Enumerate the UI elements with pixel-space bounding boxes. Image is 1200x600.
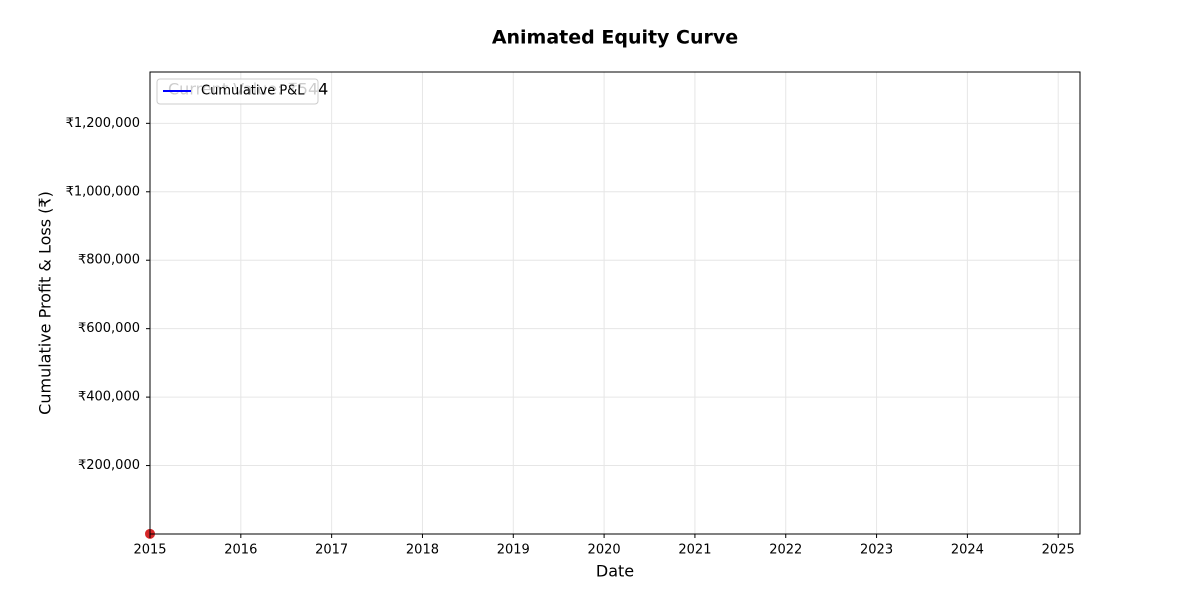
x-tick-label: 2019 [497, 543, 530, 558]
x-tick-label: 2022 [769, 543, 802, 558]
y-tick-label: ₹1,200,000 [66, 116, 140, 131]
x-tick-label: 2023 [860, 543, 893, 558]
x-tick-label: 2021 [678, 543, 711, 558]
plot: Current Value: ₹544 [145, 80, 328, 539]
x-tick-label: 2015 [133, 543, 166, 558]
x-axis-label: Date [596, 562, 634, 581]
x-tick-label: 2020 [588, 543, 621, 558]
legend: Cumulative P&L [156, 78, 319, 105]
x-tick-label: 2018 [406, 543, 439, 558]
grid [149, 72, 1080, 534]
y-tick-label: ₹200,000 [78, 458, 140, 473]
x-tick-label: 2016 [224, 543, 257, 558]
chart-title: Animated Equity Curve [492, 27, 738, 49]
axes-frame [149, 71, 1081, 535]
x-tick-label: 2024 [951, 543, 984, 558]
x-tick-label: 2025 [1042, 543, 1075, 558]
y-tick-label: ₹400,000 [78, 390, 140, 405]
legend-box [156, 78, 319, 105]
legend-label: Cumulative P&L [201, 84, 305, 99]
y-tick-label: ₹800,000 [78, 253, 140, 268]
y-tick-label: ₹600,000 [78, 321, 140, 336]
y-axis-label: Cumulative Profit & Loss (₹) [36, 191, 55, 415]
x-tick-label: 2017 [315, 543, 348, 558]
y-tick-label: ₹1,000,000 [66, 184, 140, 199]
